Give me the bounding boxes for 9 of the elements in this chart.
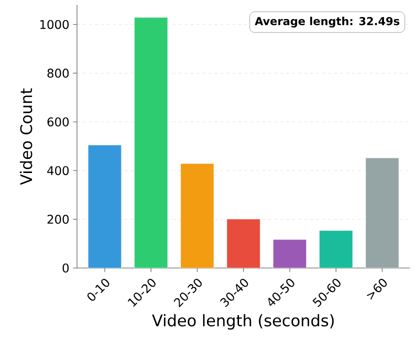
annotation: Average length: 32.49s [254, 16, 400, 28]
y-tick-label: 600 [47, 117, 69, 126]
x-axis-title: Video length (seconds) [152, 314, 334, 330]
y-tick-label: 400 [47, 166, 69, 176]
y-tick-label: 200 [48, 214, 69, 224]
y-tick-label: 0 [62, 263, 69, 273]
y-tick-label: 800 [47, 68, 69, 78]
y-tick-label: 1000 [40, 20, 69, 30]
y-axis-title: Video Count [20, 88, 32, 185]
